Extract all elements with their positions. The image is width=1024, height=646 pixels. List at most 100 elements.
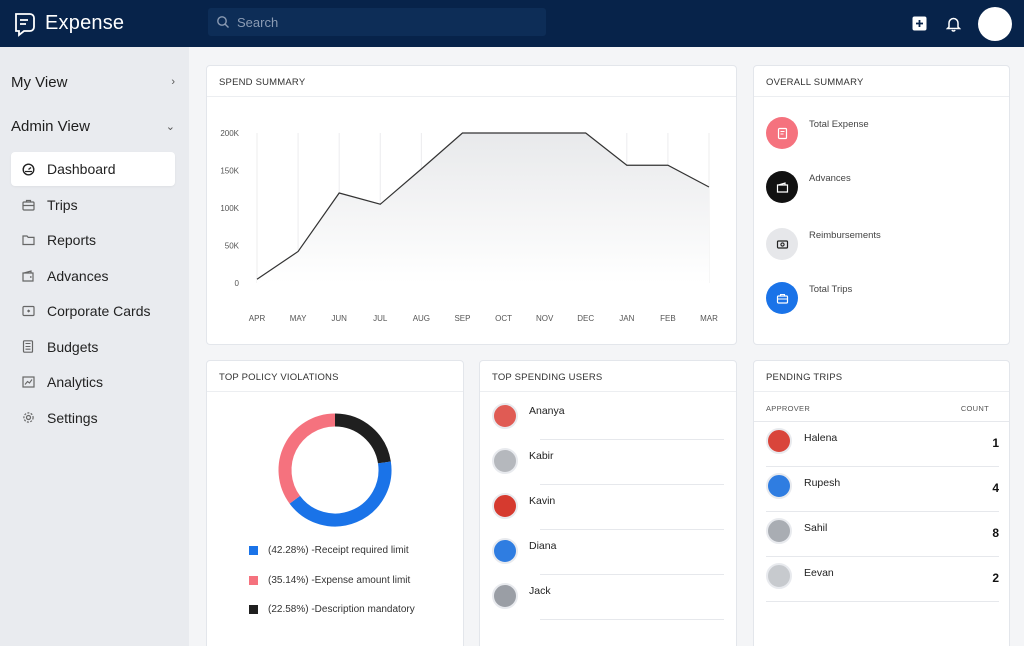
x-tick-label: MAY [290,314,307,323]
y-tick-label: 150K [220,167,239,176]
sidebar-item-trips[interactable]: Trips [11,188,175,222]
top-spending-users-card: TOP SPENDING USERS Ananya Kabir Kavin Di… [479,360,737,646]
search-input[interactable] [237,14,537,30]
table-row[interactable]: Sahil 8 [766,512,999,557]
sidebar-item-corporate-cards[interactable]: Corporate Cards [11,294,175,328]
column-header-count: COUNT [960,404,989,413]
sidebar-item-budgets[interactable]: Budgets [11,330,175,364]
chevron-down-icon: ⌄ [165,120,175,133]
trip-count: 4 [992,481,999,495]
admin-view-section[interactable]: Admin View ⌄ [0,104,189,148]
x-tick-label: DEC [577,314,594,323]
notifications-button[interactable] [944,15,962,33]
wallet-icon [21,269,35,283]
list-item[interactable]: Diana [492,530,724,575]
x-tick-label: FEB [660,314,676,323]
briefcase-icon [21,198,35,212]
table-row[interactable]: Eevan 2 [766,557,999,602]
divider [766,556,999,557]
sidebar-item-label: Reports [47,232,97,248]
summary-label: Total Expense [809,119,869,130]
sidebar-item-dashboard[interactable]: Dashboard [11,152,175,186]
search-box[interactable] [208,8,546,36]
list-item[interactable]: Jack [492,575,724,620]
summary-total-trips[interactable]: Total Trips [766,282,852,314]
app-name: Expense [45,12,125,34]
top-bar: Expense [0,0,1024,47]
sidebar-item-label: Dashboard [47,161,116,177]
summary-total-expense[interactable]: Total Expense [766,117,869,149]
plus-square-icon [912,16,926,31]
add-button[interactable] [910,15,928,33]
user-name: Kabir [529,450,554,462]
summary-advances[interactable]: Advances [766,171,851,203]
sidebar-item-label: Corporate Cards [47,303,151,319]
admin-view-label: Admin View [11,117,90,135]
summary-label: Total Trips [809,284,853,295]
table-row[interactable]: Halena 1 [766,422,999,467]
overall-summary-card: OVERALL SUMMARY Total Expense Advances R… [753,65,1010,345]
series-line [256,132,710,280]
sidebar-item-label: Analytics [47,374,104,390]
sidebar-item-advances[interactable]: Advances [11,259,175,293]
divider [540,574,724,575]
approver-name: Rupesh [804,477,841,489]
x-tick-label: JUL [373,314,388,323]
donut-slice [334,413,391,464]
legend-swatch [249,546,258,555]
divider [766,511,999,512]
x-tick-label: NOV [536,314,554,323]
calculator-icon [21,340,35,354]
suitcase-icon [766,282,798,314]
divider [540,439,724,440]
donut-slice [289,461,392,527]
y-tick-label: 50K [225,242,240,251]
my-view-section[interactable]: My View › [0,60,189,104]
list-item[interactable]: Kabir [492,440,724,485]
spend-summary-card: SPEND SUMMARY 200K 150K 100K 50K 0 APR MAY JUN J… [206,65,737,345]
policy-violations-card: TOP POLICY VIOLATIONS (42.28%) -Receipt … [206,360,464,646]
summary-reimbursements[interactable]: Reimbursements [766,228,881,260]
chevron-right-icon: › [171,76,175,88]
y-tick-label: 0 [235,279,240,288]
x-tick-label: AUG [413,314,430,323]
trip-count: 2 [992,571,999,585]
pending-trips-card: PENDING TRIPS APPROVER COUNT Halena 1 Ru… [753,360,1010,646]
legend-swatch [249,605,258,614]
legend-item: (42.28%) -Receipt required limit [249,545,409,556]
sidebar-item-label: Trips [47,196,78,213]
user-name: Ananya [529,405,565,417]
list-item[interactable]: Ananya [492,395,724,440]
brand[interactable]: Expense [0,11,200,37]
avatar [766,473,792,499]
list-item[interactable]: Kavin [492,485,724,530]
user-name: Jack [529,585,551,597]
table-row[interactable]: Rupesh 4 [766,467,999,512]
x-tick-label: JAN [619,314,634,323]
avatar [766,563,792,589]
top-actions [910,0,1012,47]
sidebar-item-analytics[interactable]: Analytics [11,365,175,399]
card-title: TOP POLICY VIOLATIONS [207,361,463,392]
folder-icon [21,233,35,247]
legend-swatch [249,576,258,585]
sidebar-item-label: Budgets [47,338,99,355]
legend-item: (35.14%) -Expense amount limit [249,575,410,586]
search-icon [217,16,229,28]
x-tick-label: APR [249,314,266,323]
legend-label: (35.14%) -Expense amount limit [268,575,411,586]
avatar [492,448,518,474]
avatar [492,403,518,429]
avatar [492,538,518,564]
donut-slice [278,413,336,504]
sidebar-item-label: Advances [47,267,109,284]
sidebar-item-settings[interactable]: Settings [11,401,175,435]
summary-label: Advances [809,173,851,184]
x-tick-label: JUN [331,314,347,323]
user-name: Kavin [529,495,556,507]
legend-label: (22.58%) -Description mandatory [268,604,415,615]
sidebar-item-reports[interactable]: Reports [11,223,175,257]
user-avatar[interactable] [978,6,1012,41]
bell-icon [945,17,961,32]
approver-name: Eevan [804,567,834,579]
